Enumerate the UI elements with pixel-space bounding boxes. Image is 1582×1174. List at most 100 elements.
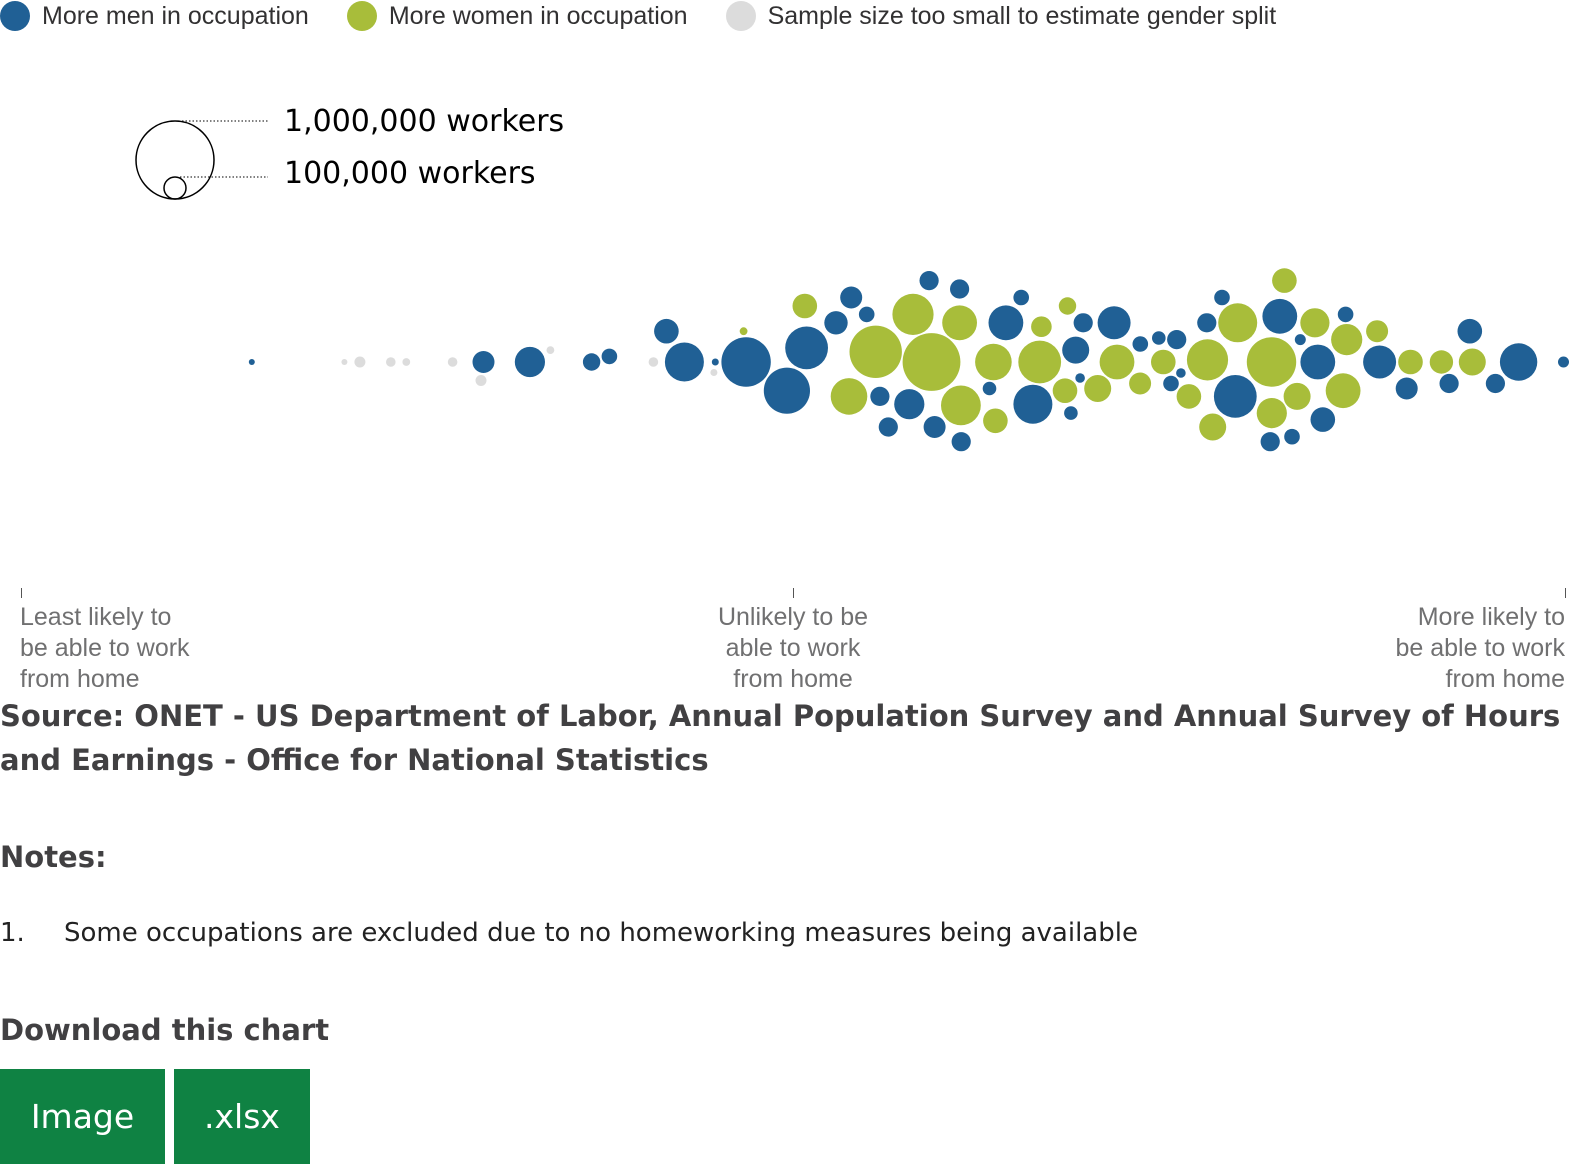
occupation-bubble xyxy=(858,306,875,323)
legend-label-men: More men in occupation xyxy=(42,1,309,30)
occupation-bubble xyxy=(951,432,971,452)
occupation-bubble xyxy=(711,358,719,366)
occupation-bubble xyxy=(1366,320,1389,343)
occupation-bubble xyxy=(582,353,601,371)
occupation-bubble xyxy=(1337,306,1354,323)
occupation-bubble xyxy=(1064,406,1078,420)
occupation-bubble xyxy=(1151,349,1176,375)
occupation-bubble xyxy=(894,389,925,420)
occupation-bubble xyxy=(514,346,546,378)
occupation-bubble xyxy=(975,343,1012,381)
occupation-bubble xyxy=(1499,343,1538,381)
occupation-bubble xyxy=(1283,382,1311,410)
occupation-bubble xyxy=(1325,373,1361,409)
occupation-bubble xyxy=(1439,373,1459,394)
occupation-bubble xyxy=(870,386,890,406)
occupation-bubble xyxy=(601,348,618,365)
occupation-bubble xyxy=(1167,330,1187,350)
occupation-bubble xyxy=(1284,428,1300,445)
axis-label-right-line: from home xyxy=(1445,665,1565,693)
occupation-bubble xyxy=(1132,336,1149,352)
occupation-bubble xyxy=(1213,375,1257,418)
occupation-bubble xyxy=(354,356,366,368)
occupation-bubble xyxy=(1062,336,1090,364)
legend-item-small-sample: Sample size too small to estimate gender… xyxy=(725,1,1277,31)
occupation-bubble xyxy=(1300,308,1330,338)
occupation-bubble xyxy=(1031,316,1052,338)
occupation-bubble xyxy=(1084,375,1112,402)
download-xlsx-button[interactable]: .xlsx xyxy=(174,1069,310,1164)
occupation-bubble xyxy=(942,305,977,341)
occupation-bubble xyxy=(1458,348,1486,376)
size-key-small-label: 100,000 workers xyxy=(284,156,536,191)
axis-label-left-line: from home xyxy=(20,665,140,693)
occupation-bubble xyxy=(950,279,970,299)
occupation-bubble xyxy=(982,381,997,396)
size-key xyxy=(135,120,268,200)
occupation-bubble xyxy=(1558,356,1569,368)
bubble-layer xyxy=(248,268,1569,452)
occupation-bubble xyxy=(878,417,898,437)
occupation-bubble xyxy=(1073,313,1093,333)
occupation-bubble xyxy=(386,357,396,367)
occupation-bubble xyxy=(1457,318,1483,344)
occupation-bubble xyxy=(941,385,981,426)
bubble-chart xyxy=(135,120,1569,452)
occupation-bubble xyxy=(1058,297,1077,315)
legend-dot-small-sample xyxy=(725,1,756,31)
legend: More men in occupation More women in occ… xyxy=(0,0,1314,32)
download-image-button[interactable]: Image xyxy=(0,1069,165,1164)
axis-label-middle-line: from home xyxy=(733,665,853,693)
notes-title: Notes: xyxy=(0,840,107,874)
axis-label-right-line: More likely to xyxy=(1417,603,1565,631)
axis-tick-right xyxy=(1565,588,1566,598)
occupation-bubble xyxy=(1018,340,1062,384)
legend-dot-women xyxy=(346,1,377,31)
occupation-bubble xyxy=(1013,289,1029,306)
download-title: Download this chart xyxy=(0,1013,330,1047)
size-key-large-circle xyxy=(135,120,215,200)
axis-label-middle-line: Unlikely to be xyxy=(717,603,869,631)
axis-label-left-line: Least likely to xyxy=(20,603,172,631)
axis-label-left-line: be able to work xyxy=(20,634,190,662)
legend-label-small-sample: Sample size too small to estimate gender… xyxy=(767,1,1277,30)
occupation-bubble xyxy=(988,305,1024,341)
occupation-bubble xyxy=(1256,398,1287,429)
axis-label-right: More likely to be able to work from home xyxy=(1395,602,1565,695)
occupation-bubble xyxy=(447,357,458,367)
occupation-bubble xyxy=(739,327,748,336)
occupation-bubble xyxy=(919,271,939,291)
occupation-bubble xyxy=(785,326,828,370)
occupation-bubble xyxy=(892,293,934,335)
occupation-bubble xyxy=(472,351,495,373)
occupation-bubble xyxy=(983,408,1008,434)
occupation-bubble xyxy=(1262,298,1298,334)
occupation-bubble xyxy=(1260,432,1280,452)
occupation-bubble xyxy=(1176,368,1186,378)
occupation-bubble xyxy=(664,342,704,382)
axis-label-right-line: be able to work xyxy=(1395,634,1565,662)
occupation-bubble xyxy=(1218,303,1258,343)
note-text: Some occupations are excluded due to no … xyxy=(64,918,1138,948)
occupation-bubble xyxy=(840,286,863,309)
occupation-bubble xyxy=(792,293,818,319)
occupation-bubble xyxy=(1099,344,1135,380)
occupation-bubble xyxy=(849,325,902,378)
note-number: 1. xyxy=(0,918,25,948)
occupation-bubble xyxy=(1214,289,1230,306)
occupation-bubble xyxy=(1199,413,1227,441)
occupation-bubble xyxy=(1052,378,1078,404)
legend-item-women: More women in occupation xyxy=(346,1,688,31)
occupation-bubble xyxy=(654,318,679,344)
occupation-bubble xyxy=(1186,339,1229,381)
occupation-bubble xyxy=(923,416,946,438)
size-key-small-circle xyxy=(163,176,187,200)
occupation-bubble xyxy=(1272,268,1297,293)
occupation-bubble xyxy=(1331,324,1363,356)
size-key-large-label: 1,000,000 workers xyxy=(284,104,565,139)
occupation-bubble xyxy=(1075,373,1085,383)
occupation-bubble xyxy=(1097,306,1131,340)
occupation-bubble xyxy=(248,359,255,365)
axis-label-left: Least likely to be able to work from hom… xyxy=(20,602,190,695)
axis-tick-middle xyxy=(793,588,794,598)
